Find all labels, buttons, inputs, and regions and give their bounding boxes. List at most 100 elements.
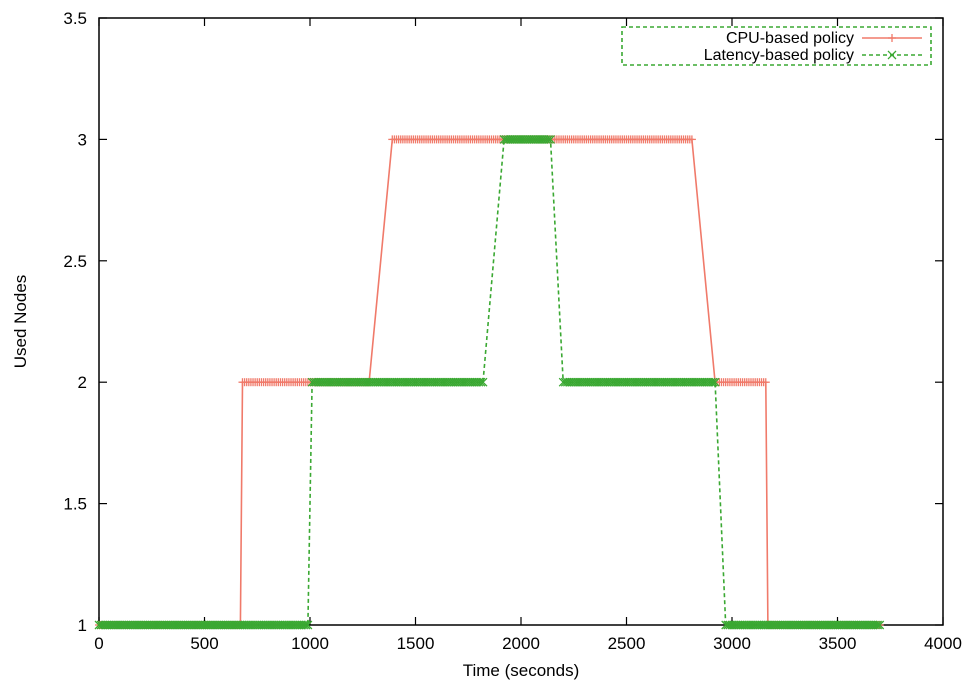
x-marker-b (864, 620, 874, 630)
x-marker-b (790, 620, 800, 630)
x-marker-b (408, 377, 418, 387)
x-marker-b (750, 620, 760, 630)
x-marker-b (238, 620, 247, 630)
x-tick-label: 3500 (819, 634, 857, 653)
x-marker-b (708, 377, 718, 387)
series-markers (94, 134, 885, 630)
x-marker-b (649, 377, 659, 387)
x-marker-b (339, 377, 349, 387)
x-marker-b (505, 134, 515, 144)
x-marker-b (259, 620, 269, 630)
x-marker-b (771, 620, 781, 630)
x-marker-b (136, 620, 146, 630)
x-marker-b (121, 620, 131, 630)
x-marker-b (567, 377, 577, 387)
x-marker-b (109, 620, 119, 630)
x-marker-b (385, 377, 395, 387)
x-marker-b (413, 377, 423, 387)
x-marker-b (866, 620, 876, 630)
x-marker-b (510, 134, 520, 144)
x-marker-b (818, 620, 828, 630)
x-marker-b (685, 377, 695, 387)
x-marker-b (653, 377, 663, 387)
x-marker-b (687, 377, 697, 387)
x-marker-b (797, 620, 807, 630)
x-marker-b (740, 620, 750, 630)
x-marker-b (565, 377, 574, 387)
x-marker-b (662, 377, 672, 387)
x-marker-b (609, 377, 619, 387)
x-marker-b (744, 620, 754, 630)
x-marker-b (111, 620, 121, 630)
x-marker-b (875, 620, 885, 630)
x-marker-b (767, 620, 777, 630)
x-marker-b (117, 620, 127, 630)
x-marker-b (370, 377, 380, 387)
x-marker-b (172, 620, 182, 630)
x-marker-b (337, 377, 347, 387)
x-marker-b (288, 620, 298, 630)
x-marker-b (546, 134, 555, 144)
x-marker-b (398, 377, 408, 387)
x-marker-b (738, 620, 748, 630)
x-marker-b (468, 377, 477, 387)
x-marker-b (453, 377, 463, 387)
x-marker-b (759, 620, 769, 630)
x-marker-b (786, 620, 796, 630)
x-marker-b (603, 377, 612, 387)
x-marker-b (514, 134, 524, 144)
x-marker-b (200, 620, 209, 630)
x-marker-b (754, 620, 764, 630)
x-marker-b (773, 620, 783, 630)
x-marker-b (229, 620, 239, 630)
x-marker-b (162, 620, 171, 630)
x-marker-b (651, 377, 661, 387)
x-marker-b (852, 620, 861, 630)
x-marker-b (282, 620, 292, 630)
x-marker-b (641, 377, 650, 387)
x-marker-b (868, 620, 878, 630)
x-marker-b (392, 377, 401, 387)
x-marker-b (423, 377, 433, 387)
x-marker-b (202, 620, 212, 630)
x-marker-b (197, 620, 207, 630)
x-marker-b (400, 377, 410, 387)
x-marker-b (807, 620, 817, 630)
x-marker-b (634, 377, 644, 387)
x-marker-b (560, 377, 570, 387)
x-marker-b (672, 377, 682, 387)
x-marker-b (801, 620, 811, 630)
x-marker-b (330, 377, 340, 387)
y-tick-label: 3 (78, 130, 87, 149)
x-marker-b (286, 620, 296, 630)
x-marker-b (212, 620, 222, 630)
x-marker-b (324, 377, 334, 387)
legend-box (621, 26, 932, 66)
x-marker-b (657, 377, 667, 387)
x-marker-b (356, 377, 366, 387)
x-marker-b (383, 377, 393, 387)
x-marker-b (210, 620, 220, 630)
x-marker-b (617, 377, 627, 387)
x-marker-b (223, 620, 233, 630)
x-marker-b (822, 620, 832, 630)
legend-label: CPU-based policy (726, 30, 854, 47)
x-marker-b (575, 377, 585, 387)
x-marker-b (746, 620, 756, 630)
x-marker-b (698, 377, 707, 387)
x-marker-b (828, 620, 838, 630)
x-marker-b (440, 377, 450, 387)
x-marker-b (858, 620, 868, 630)
x-axis-label: Time (seconds) (463, 661, 580, 680)
x-marker-b (379, 377, 389, 387)
y-tick-label: 2 (78, 373, 87, 392)
x-marker-b (862, 620, 872, 630)
x-marker-b (778, 620, 788, 630)
x-marker-b (674, 377, 684, 387)
series-layer (94, 134, 885, 630)
x-marker-b (303, 620, 313, 630)
x-marker-b (849, 620, 859, 630)
x-marker-b (503, 134, 513, 144)
x-marker-b (246, 620, 256, 630)
